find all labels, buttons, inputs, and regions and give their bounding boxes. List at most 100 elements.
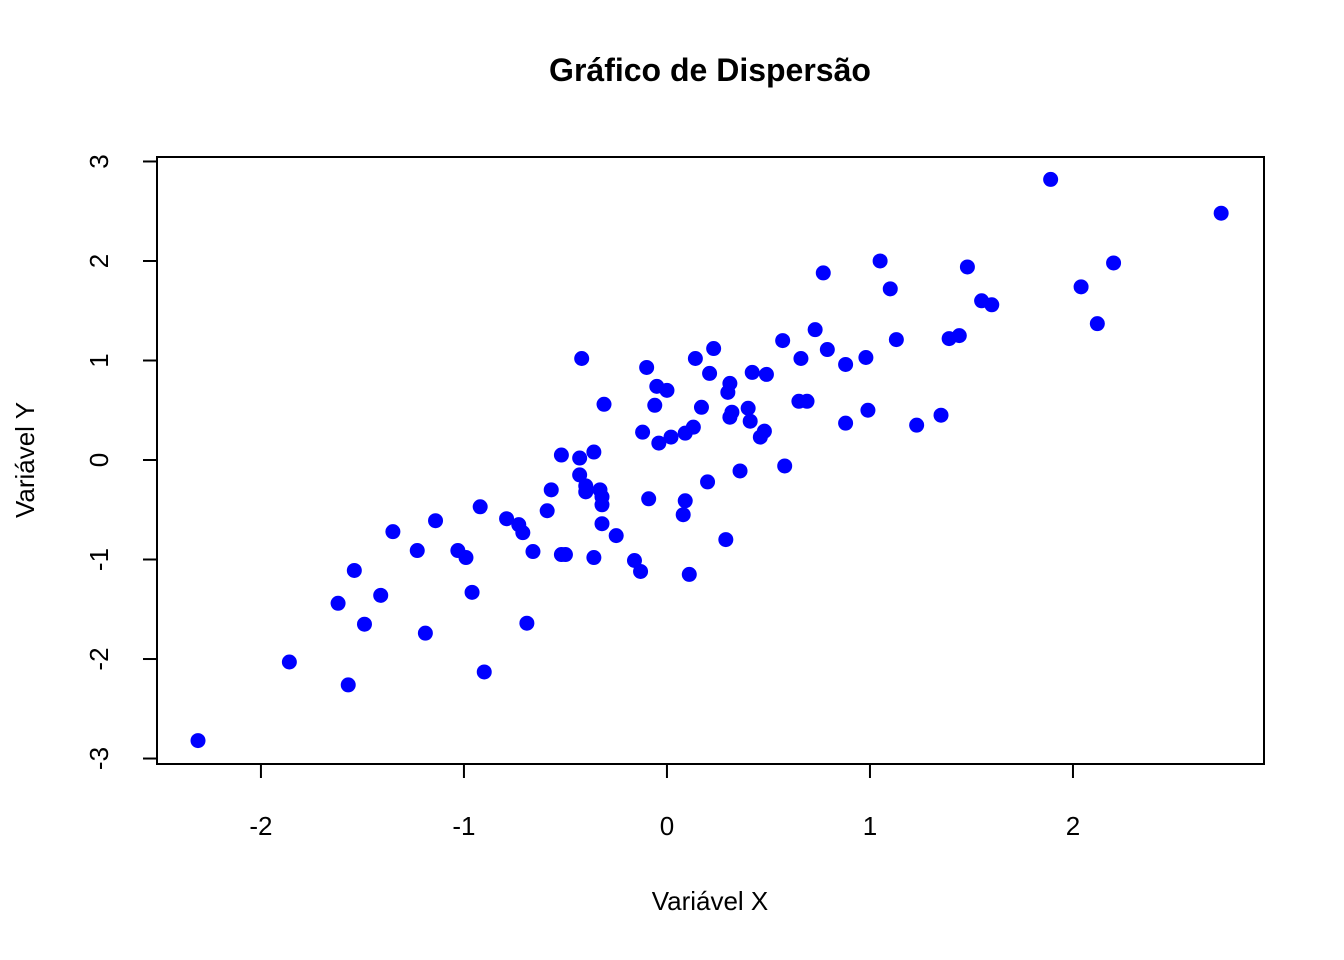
point: [594, 497, 610, 513]
point: [909, 417, 925, 433]
point: [525, 544, 541, 560]
point: [340, 677, 356, 693]
point: [1089, 316, 1105, 332]
point: [693, 399, 709, 415]
point: [1106, 255, 1122, 271]
point: [633, 563, 649, 579]
point: [1213, 205, 1229, 221]
point: [687, 351, 703, 367]
point: [758, 366, 774, 382]
point: [959, 259, 975, 275]
point: [572, 450, 588, 466]
point: [882, 281, 898, 297]
point: [519, 615, 535, 631]
point: [775, 333, 791, 349]
point: [464, 584, 480, 600]
point: [641, 491, 657, 507]
x-tick-label: -2: [249, 811, 272, 841]
point: [756, 423, 772, 439]
point: [933, 407, 949, 423]
point: [458, 550, 474, 566]
point: [586, 444, 602, 460]
point: [742, 413, 758, 429]
point: [799, 393, 815, 409]
y-tick-label: -2: [84, 647, 114, 670]
point: [724, 404, 740, 420]
y-tick-label: 1: [84, 353, 114, 367]
point: [1043, 171, 1059, 187]
point: [951, 328, 967, 344]
point: [626, 553, 642, 569]
point: [744, 364, 760, 380]
point: [793, 351, 809, 367]
point: [732, 463, 748, 479]
point: [740, 400, 756, 416]
point: [663, 429, 679, 445]
point: [1073, 279, 1089, 295]
point: [639, 359, 655, 375]
point: [543, 482, 559, 498]
point: [346, 562, 362, 578]
y-tick-label: 2: [84, 254, 114, 268]
point: [706, 341, 722, 357]
point: [651, 435, 667, 451]
point: [807, 322, 823, 338]
point: [373, 587, 389, 603]
x-tick-label: 2: [1066, 811, 1080, 841]
point: [635, 424, 651, 440]
point: [718, 532, 734, 548]
point: [984, 297, 1000, 313]
point: [428, 513, 444, 529]
point: [838, 415, 854, 431]
point: [819, 342, 835, 358]
point: [553, 447, 569, 463]
y-tick-label: 0: [84, 453, 114, 467]
plot-frame: [156, 156, 1265, 765]
point: [647, 397, 663, 413]
x-tick-label: 0: [660, 811, 674, 841]
point: [872, 253, 888, 269]
point: [702, 365, 718, 381]
y-tick-label: -3: [84, 747, 114, 770]
point: [777, 458, 793, 474]
point: [838, 356, 854, 372]
point: [586, 550, 602, 566]
point: [888, 332, 904, 348]
y-tick-label: -1: [84, 548, 114, 571]
point: [539, 503, 555, 519]
point: [675, 507, 691, 523]
point: [858, 350, 874, 366]
chart-title: Gráfico de Dispersão: [549, 52, 871, 88]
point: [594, 516, 610, 532]
point: [515, 525, 531, 541]
point: [596, 396, 612, 412]
point: [677, 493, 693, 509]
point: [476, 664, 492, 680]
point: [385, 524, 401, 540]
point: [499, 511, 515, 527]
point: [608, 528, 624, 544]
point: [417, 625, 433, 641]
point: [574, 351, 590, 367]
point: [722, 375, 738, 391]
point: [409, 543, 425, 559]
x-axis-label: Variável X: [652, 886, 769, 916]
point: [472, 499, 488, 515]
x-tick-label: -1: [452, 811, 475, 841]
point: [330, 595, 346, 611]
x-tick-label: 1: [863, 811, 877, 841]
y-axis-label: Variável Y: [10, 402, 40, 518]
point: [557, 547, 573, 563]
point: [356, 616, 372, 632]
point: [685, 419, 701, 435]
point: [659, 382, 675, 398]
point: [860, 402, 876, 418]
point: [281, 654, 297, 670]
point: [572, 467, 588, 483]
y-tick-label: 3: [84, 154, 114, 168]
point: [700, 474, 716, 490]
point: [190, 733, 206, 749]
point: [815, 265, 831, 281]
